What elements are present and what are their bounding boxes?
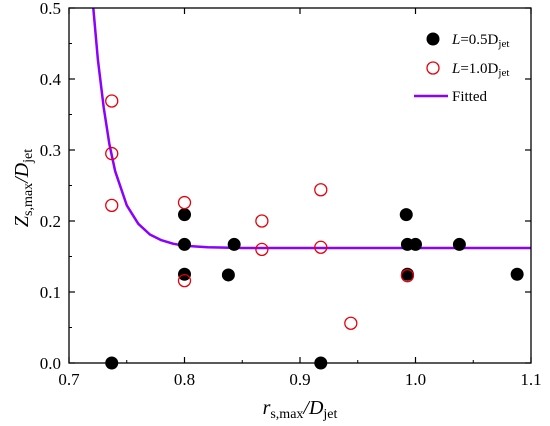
- point-l05: [178, 208, 191, 222]
- point-l10: [177, 273, 192, 288]
- point-l05: [452, 237, 466, 251]
- x-axis-title: rs,max/Djet: [263, 397, 338, 422]
- point-l10: [314, 240, 328, 254]
- legend-marker-l10: [426, 61, 440, 75]
- point-l10: [314, 183, 328, 197]
- y-tick-label: 0.0: [40, 354, 61, 373]
- point-l10: [344, 316, 358, 330]
- legend-label-l05: L=0.5Djet: [451, 32, 509, 50]
- y-tick-label: 0.3: [40, 141, 61, 160]
- point-l05: [227, 237, 241, 251]
- x-tick-label: 0.9: [289, 370, 310, 389]
- fitted-curve: [92, 7, 531, 250]
- point-l05: [178, 237, 191, 251]
- x-tick-label: 0.8: [174, 370, 195, 389]
- point-l10: [105, 94, 119, 108]
- y-axis-title: Zs,max/Djet: [11, 149, 36, 227]
- legend-label-fitted: Fitted: [452, 89, 488, 105]
- point-l05: [409, 237, 422, 251]
- y-tick-label: 0.1: [40, 283, 61, 302]
- point-l10: [105, 198, 119, 213]
- x-tick-label: 0.7: [58, 370, 80, 389]
- legend: L=0.5Djet L=1.0Djet Fitted: [414, 32, 509, 105]
- y-tick-label: 0.5: [40, 0, 61, 18]
- point-l10: [400, 269, 415, 283]
- point-l10: [255, 214, 269, 228]
- y-tick-label: 0.4: [40, 70, 62, 89]
- point-l10: [177, 195, 192, 210]
- point-l05: [399, 208, 413, 222]
- point-l05: [221, 268, 235, 282]
- x-tick-label: 1.0: [405, 370, 426, 389]
- point-l10: [105, 146, 119, 161]
- legend-label-l10: L=1.0Djet: [451, 61, 509, 79]
- point-l05: [510, 267, 524, 281]
- point-l10: [255, 242, 269, 257]
- x-tick-label: 1.1: [520, 370, 541, 389]
- y-tick-label: 0.2: [40, 212, 61, 231]
- legend-marker-l05: [426, 32, 440, 46]
